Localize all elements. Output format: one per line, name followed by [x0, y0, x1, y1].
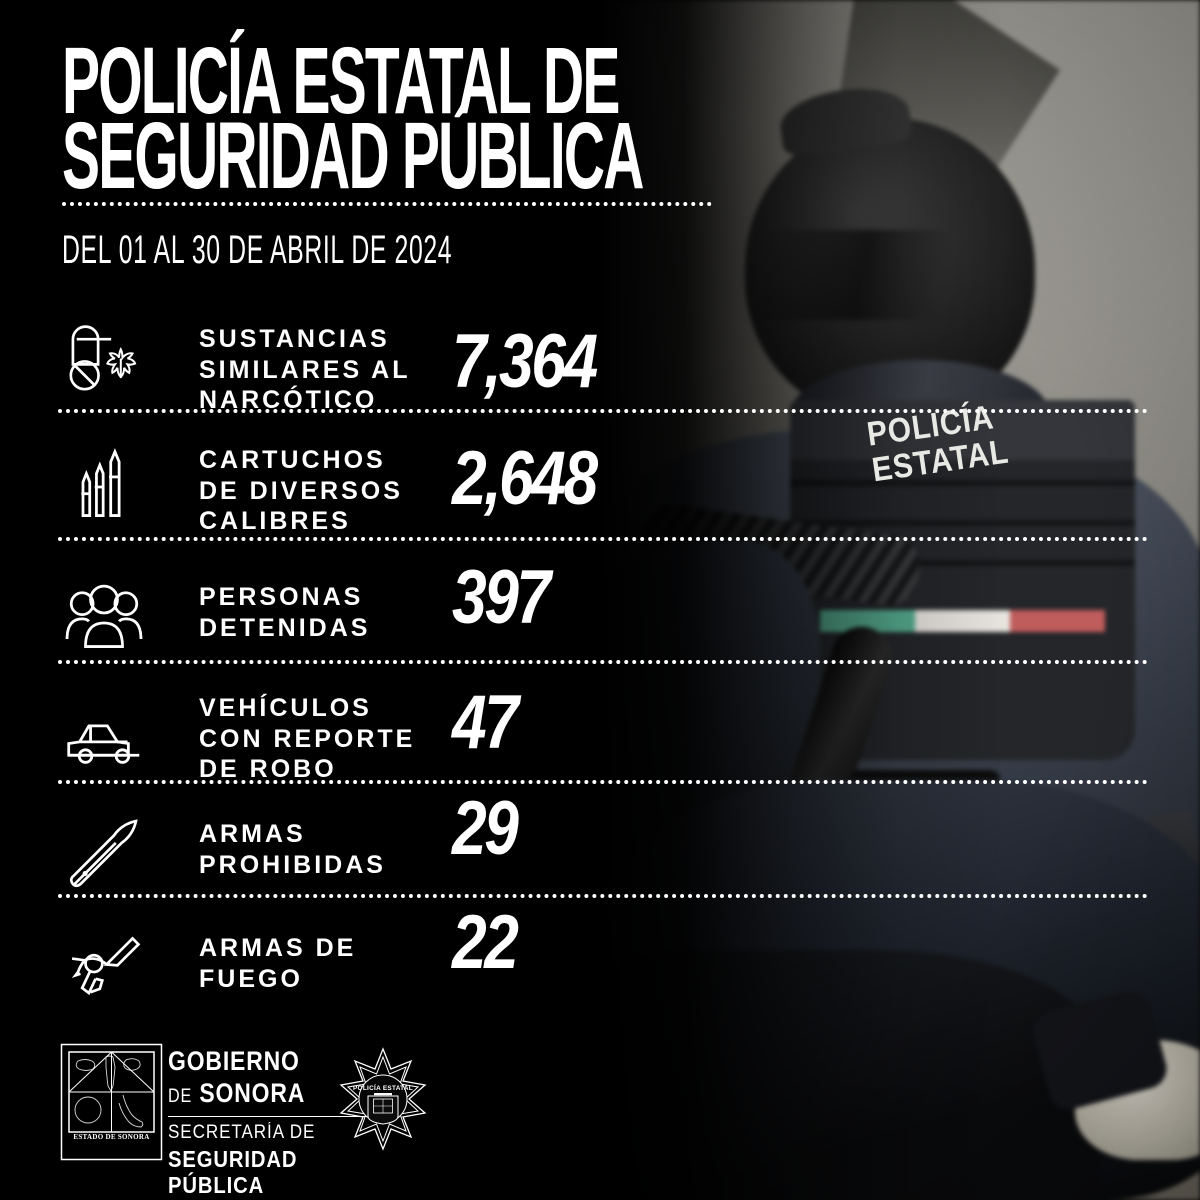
svg-text:ESTADO DE SONORA: ESTADO DE SONORA — [73, 1133, 149, 1141]
svg-text:POLICÍA ESTATAL: POLICÍA ESTATAL — [353, 1083, 413, 1092]
